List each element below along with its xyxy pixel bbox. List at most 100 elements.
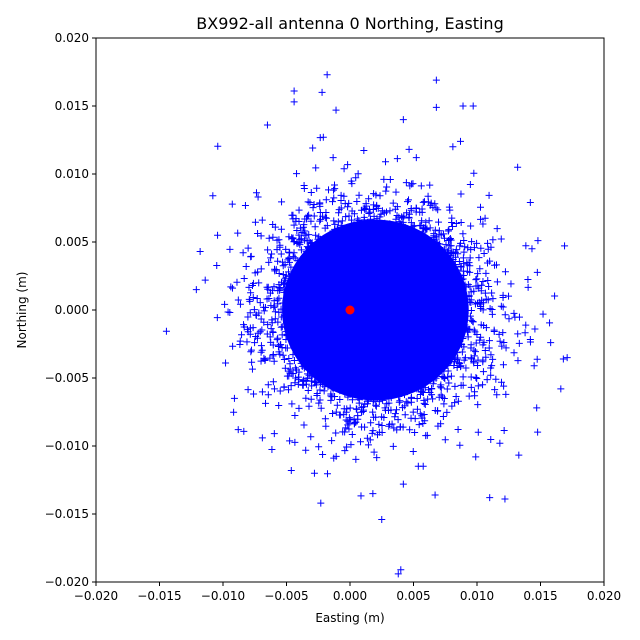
y-tick-label: 0.010	[55, 167, 89, 181]
data-point	[224, 308, 232, 316]
data-point	[268, 316, 276, 324]
data-point	[258, 346, 266, 354]
data-point	[459, 373, 467, 381]
data-point	[454, 426, 462, 434]
data-point	[448, 214, 456, 222]
data-point	[340, 165, 348, 173]
data-point	[499, 329, 507, 337]
data-point	[470, 326, 478, 334]
data-point	[353, 197, 361, 205]
data-point	[522, 242, 530, 250]
data-point	[273, 236, 281, 244]
data-point	[490, 326, 498, 334]
data-point	[267, 325, 275, 333]
data-point	[476, 336, 484, 344]
data-point	[244, 386, 252, 394]
data-point	[485, 191, 493, 199]
data-point	[301, 227, 309, 235]
data-point	[330, 194, 338, 202]
data-point	[267, 254, 275, 262]
data-point	[369, 490, 377, 498]
data-point	[470, 359, 478, 367]
data-point	[247, 252, 255, 260]
data-point	[489, 355, 497, 363]
data-point	[348, 431, 356, 439]
data-point	[487, 243, 495, 251]
data-point	[317, 404, 325, 412]
data-point	[264, 285, 272, 293]
data-point	[264, 391, 272, 399]
data-point	[470, 169, 478, 177]
data-point	[395, 398, 403, 406]
data-point	[489, 295, 497, 303]
data-point	[469, 102, 477, 110]
data-point	[482, 324, 490, 332]
data-point	[501, 311, 509, 319]
data-point	[230, 408, 238, 416]
data-point	[268, 250, 276, 258]
data-point	[445, 379, 453, 387]
data-point	[472, 453, 480, 461]
data-point	[248, 365, 256, 373]
data-point	[246, 309, 254, 317]
data-point	[376, 213, 384, 221]
data-point	[370, 413, 378, 421]
data-point	[273, 336, 281, 344]
data-point	[412, 154, 420, 162]
data-point	[295, 368, 303, 376]
data-point	[257, 232, 265, 240]
data-point	[385, 422, 393, 430]
data-point	[461, 354, 469, 362]
data-point	[475, 254, 483, 262]
data-point	[446, 236, 454, 244]
data-point	[557, 385, 565, 393]
data-point	[418, 217, 426, 225]
data-point	[328, 437, 336, 445]
data-point	[302, 394, 310, 402]
data-point	[417, 387, 425, 395]
data-point	[258, 326, 266, 334]
data-point	[500, 339, 508, 347]
data-point	[534, 428, 542, 436]
data-point	[319, 451, 327, 459]
data-point	[214, 142, 222, 150]
data-point	[229, 342, 237, 350]
data-point	[474, 361, 482, 369]
data-point	[287, 467, 295, 475]
data-point	[471, 348, 479, 356]
data-point	[526, 199, 534, 207]
data-point	[343, 443, 351, 451]
data-point	[236, 300, 244, 308]
data-point	[268, 445, 276, 453]
data-point	[457, 190, 465, 198]
chart-title: BX992-all antenna 0 Northing, Easting	[196, 14, 503, 33]
data-point	[372, 191, 380, 199]
data-point	[411, 428, 419, 436]
data-point	[383, 183, 391, 191]
data-point	[348, 207, 356, 215]
data-point	[260, 307, 268, 315]
data-point	[245, 295, 253, 303]
data-point	[411, 415, 419, 423]
data-point	[318, 88, 326, 96]
data-point	[497, 302, 505, 310]
data-point	[445, 226, 453, 234]
data-point	[196, 248, 204, 256]
data-point	[373, 454, 381, 462]
data-point	[302, 446, 310, 454]
data-point	[244, 244, 252, 252]
data-point	[446, 206, 454, 214]
data-point	[424, 192, 432, 200]
data-point	[454, 250, 462, 258]
data-point	[292, 217, 300, 225]
plot-points	[162, 71, 571, 578]
data-point	[487, 371, 495, 379]
data-point	[252, 189, 260, 197]
data-point	[291, 411, 299, 419]
data-point	[345, 414, 353, 422]
data-point	[389, 199, 397, 207]
data-point	[271, 315, 279, 323]
data-point	[479, 220, 487, 228]
data-point	[367, 419, 375, 427]
data-point	[253, 295, 261, 303]
